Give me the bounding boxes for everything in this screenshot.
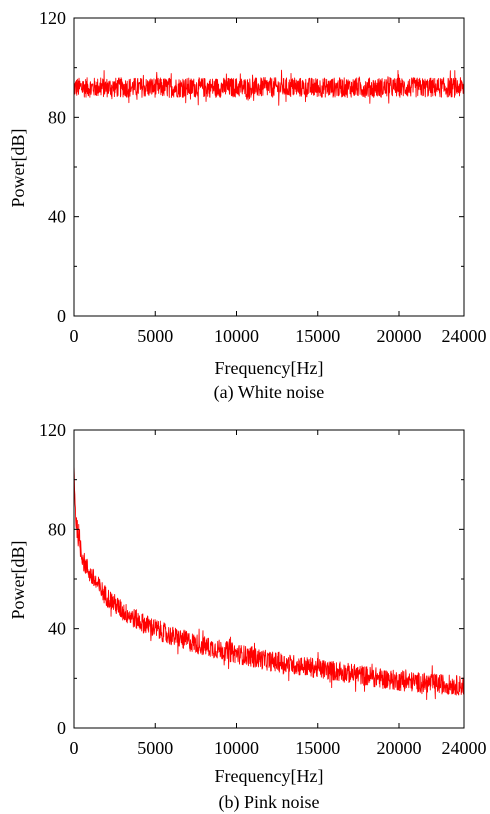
axes: 0 40 80 120 0 5000 10000 15000 20000 24000 [39, 8, 487, 346]
x-axis-label: Frequency[Hz] [215, 358, 324, 378]
x-tick-label: 5000 [137, 326, 173, 346]
series-line [73, 69, 465, 106]
y-tick-label: 120 [39, 8, 66, 28]
plot-area [73, 69, 465, 106]
y-axis-label: Power[dB] [8, 129, 28, 208]
y-tick-label: 0 [57, 718, 66, 738]
x-tick-label: 24000 [442, 326, 487, 346]
y-tick-label: 80 [48, 107, 66, 127]
y-tick-label: 80 [48, 519, 66, 539]
y-axis-label: Power[dB] [8, 541, 28, 620]
chart-white-noise: 0 40 80 120 0 5000 10000 15000 20000 24000 Power[… [8, 8, 487, 403]
y-tick-label: 40 [48, 619, 66, 639]
series-line [73, 465, 465, 700]
x-tick-label: 10000 [214, 738, 259, 758]
chart-pink-noise: 0 40 80 120 0 5000 10000 15000 20000 24000 Power[… [8, 420, 487, 813]
x-tick-label: 15000 [295, 738, 340, 758]
x-tick-label: 10000 [214, 326, 259, 346]
caption-pink-noise: (b) Pink noise [219, 792, 320, 813]
x-tick-label: 20000 [377, 326, 422, 346]
x-tick-label: 0 [70, 738, 79, 758]
x-axis-label: Frequency[Hz] [215, 766, 324, 786]
y-tick-label: 120 [39, 420, 66, 440]
caption-white-noise: (a) White noise [214, 382, 325, 403]
x-tick-label: 20000 [377, 738, 422, 758]
x-tick-label: 5000 [137, 738, 173, 758]
plot-area [73, 465, 465, 700]
x-tick-label: 24000 [442, 738, 487, 758]
x-tick-label: 15000 [295, 326, 340, 346]
y-tick-label: 40 [48, 207, 66, 227]
axes-frame [73, 17, 465, 317]
axes: 0 40 80 120 0 5000 10000 15000 20000 24000 [39, 420, 487, 758]
x-tick-label: 0 [70, 326, 79, 346]
y-tick-label: 0 [57, 306, 66, 326]
